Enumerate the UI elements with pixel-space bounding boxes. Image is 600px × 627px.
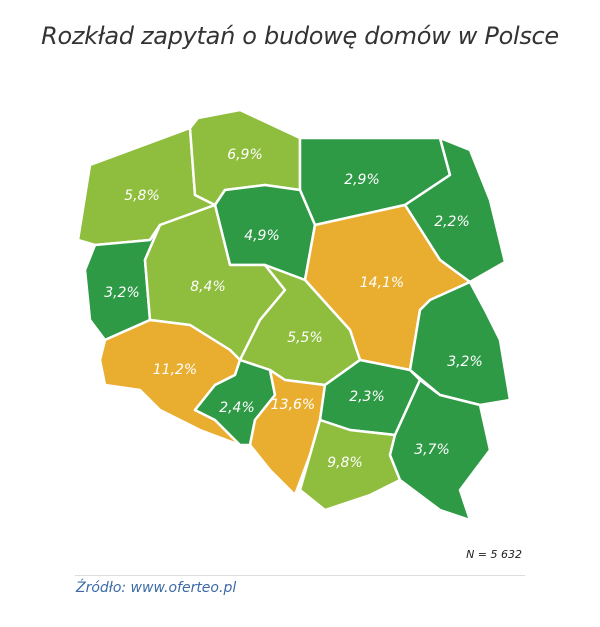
region-label-dolnoslaskie: 11,2% — [153, 362, 197, 378]
region-label-lubelskie: 3,2% — [447, 354, 483, 370]
region-label-lubuskie: 3,2% — [104, 285, 140, 301]
region-malopolskie — [298, 418, 402, 512]
region-label-malopolskie: 9,8% — [327, 455, 363, 471]
region-label-kujawsko-pomorskie: 4,9% — [244, 228, 280, 244]
region-label-podkarpackie: 3,7% — [414, 442, 450, 458]
region-label-swietokrzyskie: 2,3% — [349, 389, 385, 405]
region-label-opolskie: 2,4% — [219, 400, 255, 416]
region-label-podlaskie: 2,2% — [434, 214, 470, 230]
region-label-pomorskie: 6,9% — [227, 147, 263, 163]
region-label-mazowieckie: 14,1% — [360, 275, 404, 291]
map-title: Rozkład zapytań o budowę domów w Polsce — [41, 22, 559, 50]
region-label-lodzkie: 5,5% — [287, 330, 323, 346]
sample-size: N = 5 632 — [466, 548, 522, 561]
region-label-slaskie: 13,6% — [271, 397, 315, 413]
region-podkarpackie — [388, 378, 492, 522]
region-label-wielkopolskie: 8,4% — [190, 279, 226, 295]
region-label-warminsko-mazurskie: 2,9% — [344, 172, 380, 188]
divider — [75, 575, 525, 576]
region-label-zachodniopomorskie: 5,8% — [124, 188, 160, 204]
source-note: Źródło: www.oferteo.pl — [76, 580, 237, 596]
